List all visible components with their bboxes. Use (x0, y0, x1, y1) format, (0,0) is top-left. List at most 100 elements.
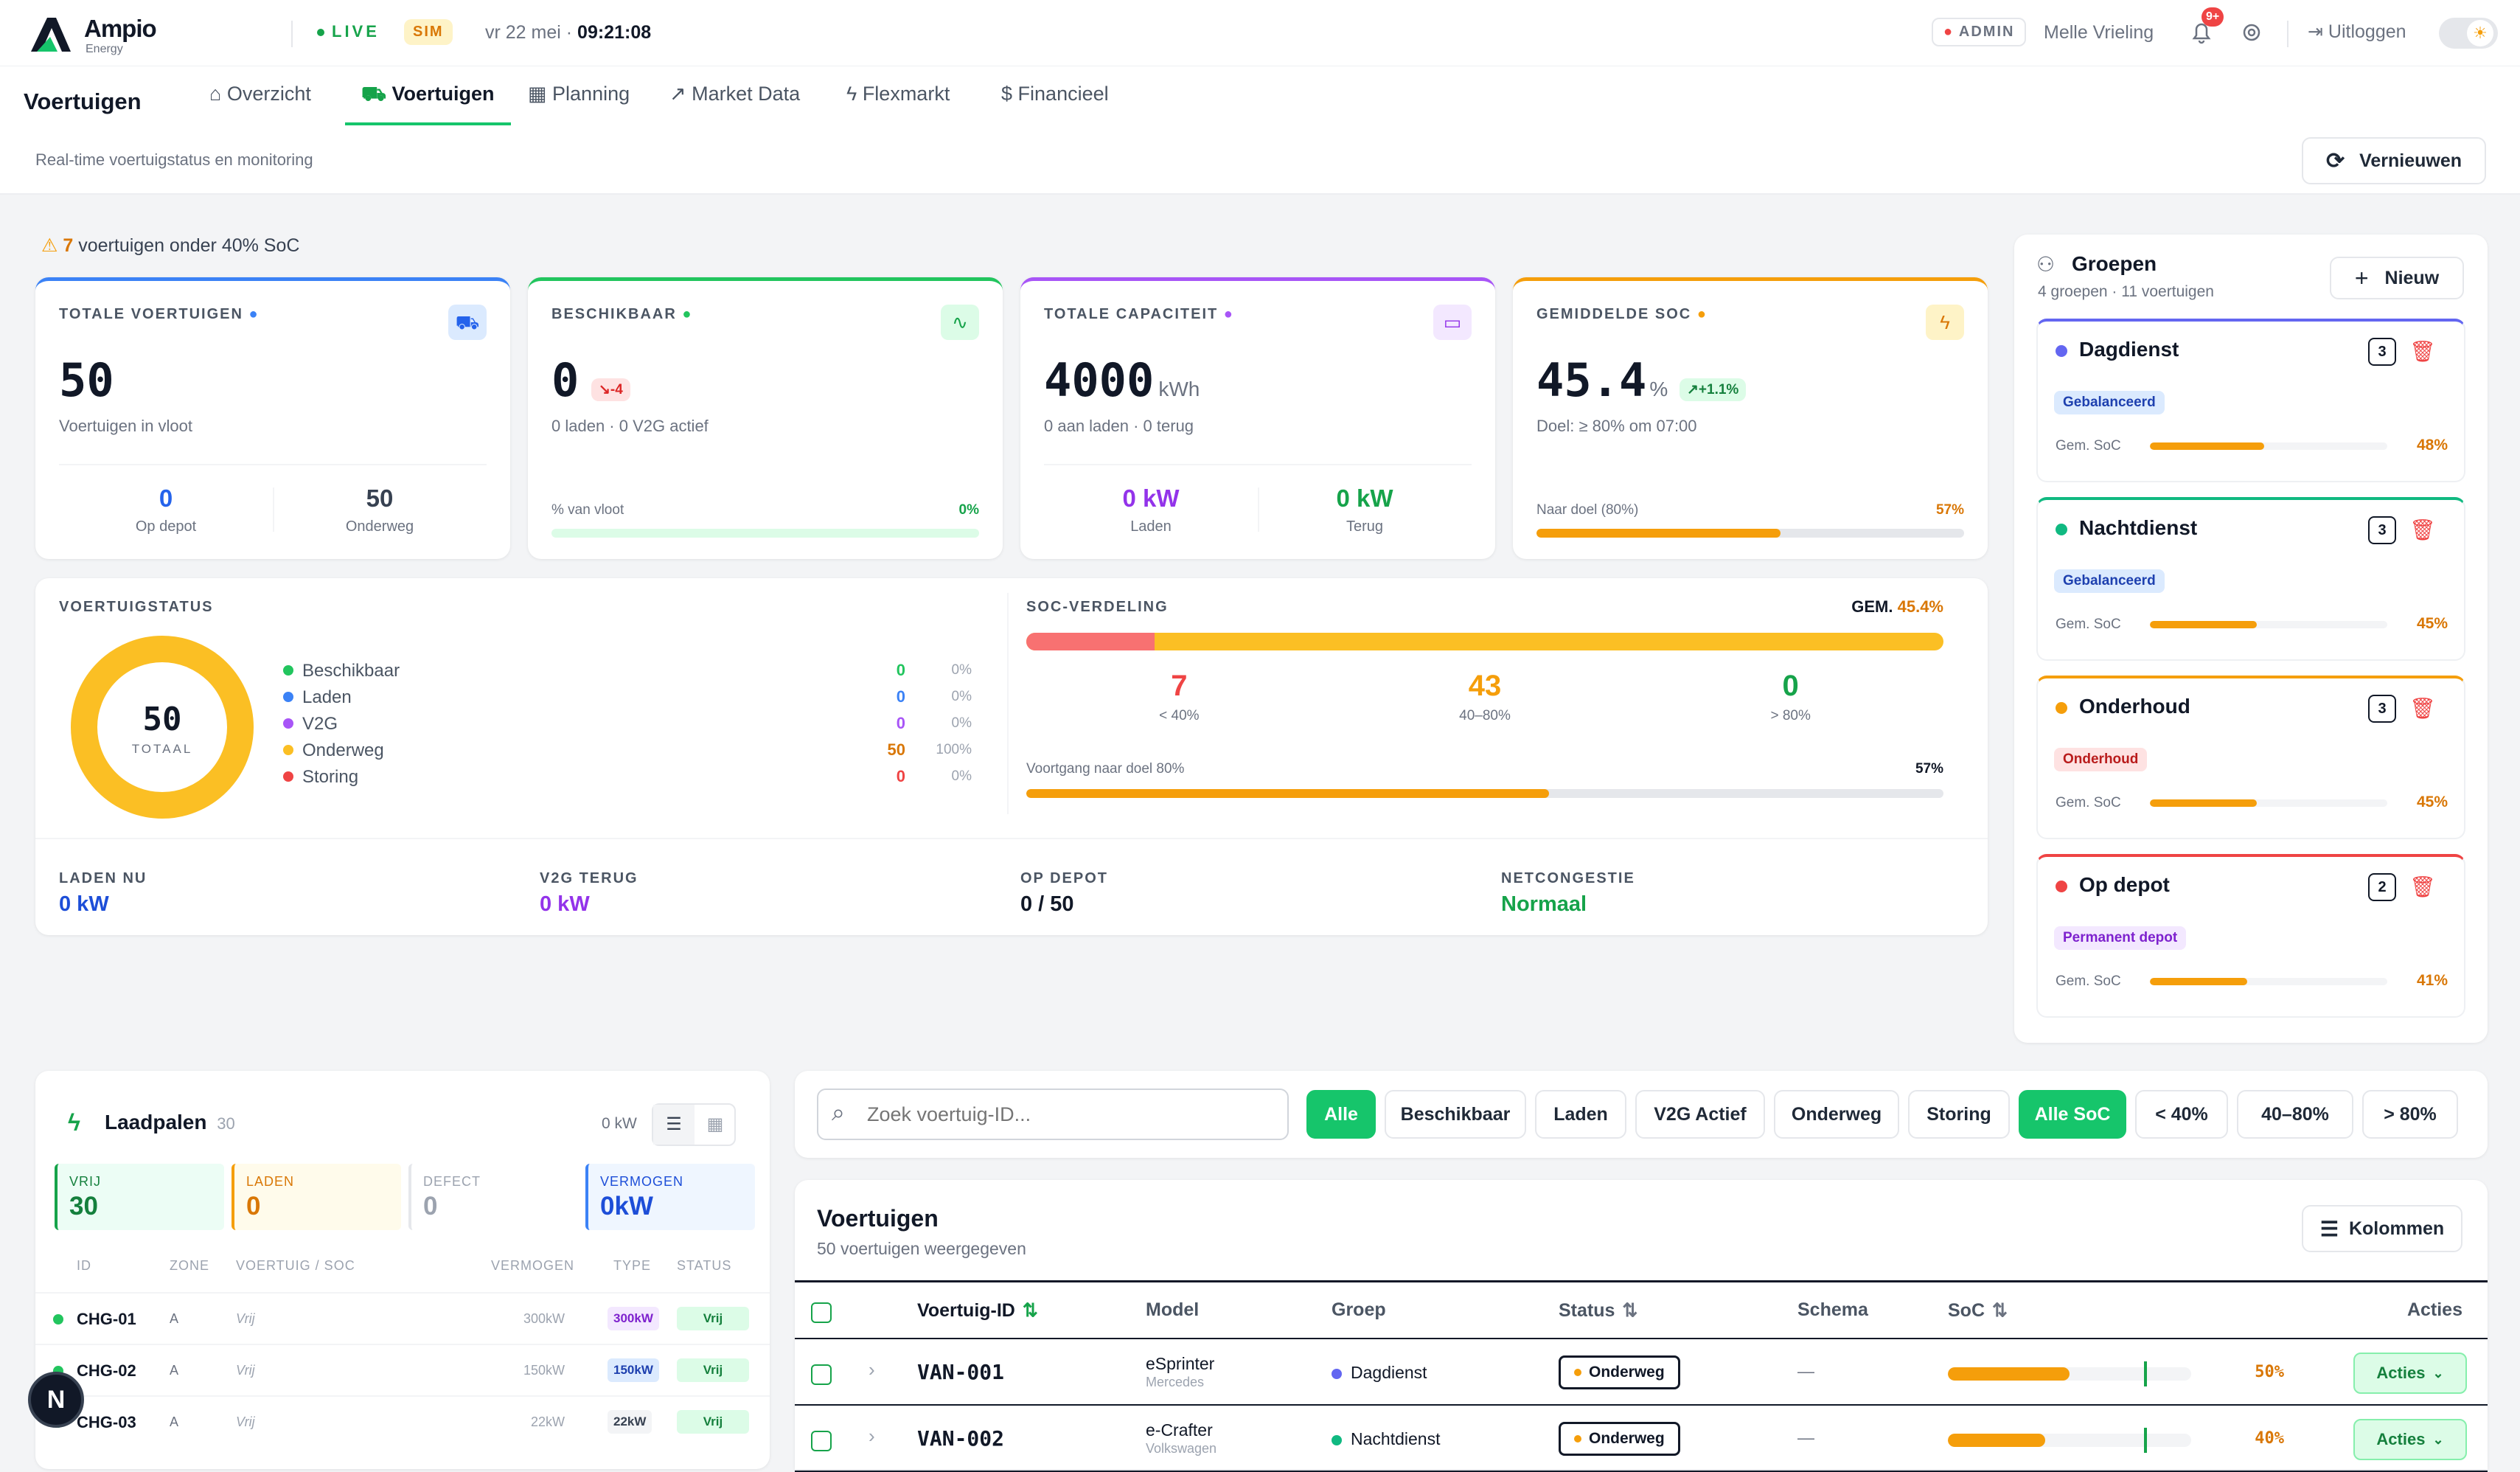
vehicle-col-header: Groep (1332, 1299, 1386, 1320)
sort-icon[interactable]: ⇅ (1622, 1300, 1638, 1321)
tab-financieel[interactable]: $ Financieel (1001, 83, 1109, 105)
vehicle-row[interactable]: › VAN-002 e-Crafter Volkswagen Nachtdienst On… (795, 1406, 2488, 1472)
search-icon: ⌕ (832, 1099, 845, 1125)
group-card[interactable]: Dagdienst 3 🗑 Gebalanceerd Gem. SoC 48% (2036, 319, 2465, 482)
actions-button[interactable]: Acties ⌄ (2353, 1419, 2467, 1460)
vehicle-brand: Mercedes (1146, 1375, 1205, 1389)
list-view-icon[interactable]: ☰ (653, 1105, 695, 1145)
vehicle-col-header[interactable]: SoC ⇅ (1948, 1300, 2008, 1321)
legend-dot (283, 665, 293, 676)
charger-col-header: VERMOGEN (491, 1258, 575, 1273)
return-label: Terug (1346, 518, 1384, 535)
row-checkbox[interactable] (811, 1431, 832, 1451)
group-card[interactable]: Op depot 2 🗑 Permanent depot Gem. SoC 41% (2036, 854, 2465, 1018)
vehicle-row[interactable]: › VAN-001 eSprinter Mercedes Dagdienst Onderw… (795, 1339, 2488, 1406)
legend-count: 0 (896, 687, 905, 706)
stat-label: V2G TERUG (540, 870, 638, 886)
kpi-sub: 0 aan laden · 0 terug (1044, 417, 1194, 435)
legend-label: V2G (302, 714, 338, 734)
soc-filter-button[interactable]: 40–80% (2237, 1090, 2353, 1139)
legend-label: Storing (302, 767, 359, 787)
tab-planning[interactable]: ▦ Planning (528, 83, 630, 105)
columns-button[interactable]: ☰ Kolommen (2302, 1205, 2462, 1252)
trash-icon[interactable]: 🗑 (2409, 875, 2436, 898)
soc-target-progress-bar (1536, 529, 1964, 538)
tab-flexmarkt[interactable]: ϟ Flexmarkt (846, 83, 950, 105)
grid-view-icon[interactable]: ▦ (706, 1114, 724, 1134)
status-filter-button[interactable]: V2G Actief (1635, 1090, 1765, 1139)
vehicle-col-header[interactable]: Status ⇅ (1559, 1300, 1638, 1321)
group-dot (2056, 881, 2067, 892)
charger-vehicle: Vrij (236, 1311, 255, 1326)
charger-status: Vrij (677, 1410, 749, 1434)
assistant-button[interactable]: N (28, 1372, 84, 1428)
tile-value: 30 (69, 1192, 98, 1221)
group-tag: Gebalanceerd (2054, 569, 2165, 593)
trash-icon[interactable]: 🗑 (2409, 697, 2436, 720)
vehicles-title: Voertuigen (817, 1205, 939, 1232)
legend-dot (283, 718, 293, 729)
stat-value: 0 kW (540, 892, 590, 916)
status-filter-button[interactable]: Laden (1535, 1090, 1626, 1139)
kpi-delta: ↗+1.1% (1680, 378, 1747, 401)
kpi-sub: Voertuigen in vloot (59, 417, 193, 435)
refresh-button[interactable]: ⟳ Vernieuwen (2302, 137, 2486, 184)
row-checkbox[interactable] (811, 1364, 832, 1385)
soc-filter-button[interactable]: < 40% (2135, 1090, 2228, 1139)
status-filter-button[interactable]: Beschikbaar (1385, 1090, 1526, 1139)
chargers-panel: ϟ Laadpalen 30 0 kW ☰ ▦ VRIJ 30 LADEN 0 DEFE… (35, 1071, 770, 1469)
refresh-icon: ⟳ (2325, 148, 2345, 173)
charger-row[interactable]: CHG-03 A Vrij 22kW 22kW Vrij (35, 1395, 770, 1447)
gear-icon[interactable] (2237, 18, 2266, 47)
theme-toggle[interactable]: ☀ (2439, 18, 2498, 49)
vehicle-id: VAN-002 (917, 1426, 1005, 1451)
tile-label: LADEN (246, 1174, 295, 1189)
trash-icon[interactable]: 🗑 (2409, 340, 2436, 363)
charger-col-header: STATUS (677, 1258, 732, 1273)
sort-icon[interactable]: ⇅ (1992, 1300, 2008, 1321)
soc-target-marker (2144, 1428, 2147, 1453)
tab-voertuigen[interactable]: ⛟ Voertuigen (345, 66, 511, 125)
charger-tile: LADEN 0 (232, 1164, 401, 1230)
user-name[interactable]: Melle Vrieling (2044, 22, 2154, 43)
soc-filter-button[interactable]: Alle SoC (2019, 1090, 2126, 1139)
group-card[interactable]: Onderhoud 3 🗑 Onderhoud Gem. SoC 45% (2036, 676, 2465, 839)
soc-target-marker (2144, 1361, 2147, 1386)
brand-logo-icon[interactable] (28, 15, 74, 53)
status-donut: 50 TOTAAL (69, 634, 255, 820)
vehicle-col-header[interactable]: Voertuig-ID ⇅ (917, 1300, 1038, 1321)
soc-bucket-value: 43 (1468, 670, 1502, 702)
group-soc-value: 48% (2416, 437, 2448, 454)
group-card[interactable]: Nachtdienst 3 🗑 Gebalanceerd Gem. SoC 45% (2036, 497, 2465, 661)
select-all-checkbox[interactable] (811, 1302, 832, 1323)
chevron-right-icon[interactable]: › (869, 1358, 875, 1381)
tile-value: 0 (423, 1192, 438, 1221)
status-filter-button[interactable]: Storing (1908, 1090, 2010, 1139)
vehicle-soc-fill (1948, 1434, 2045, 1447)
trash-icon[interactable]: 🗑 (2409, 518, 2436, 541)
soc-filter-button[interactable]: > 80% (2362, 1090, 2458, 1139)
actions-button[interactable]: Acties ⌄ (2353, 1353, 2467, 1394)
logout-button[interactable]: ⇥ Uitloggen (2308, 21, 2406, 42)
truck-icon: ⛟ (448, 305, 487, 340)
new-group-button[interactable]: + Nieuw (2330, 257, 2464, 299)
status-filter-button[interactable]: Onderweg (1774, 1090, 1899, 1139)
charger-col-header: TYPE (613, 1258, 652, 1273)
vehicle-model: e-Crafter (1146, 1420, 1213, 1440)
chevron-right-icon[interactable]: › (869, 1425, 875, 1447)
sort-icon[interactable]: ⇅ (1022, 1300, 1038, 1321)
legend-dot (283, 771, 293, 782)
soc-progress-label: Voortgang naar doel 80% (1026, 761, 1185, 777)
group-count: 2 (2368, 873, 2396, 901)
search-field[interactable]: ⌕ (817, 1089, 1289, 1140)
group-dot (2056, 524, 2067, 535)
tab-overzicht[interactable]: ⌂ Overzicht (209, 83, 311, 105)
vehicle-model: eSprinter (1146, 1354, 1215, 1373)
charger-row[interactable]: CHG-01 A Vrij 300kW 300kW Vrij (35, 1292, 770, 1344)
bell-icon[interactable]: 9+ (2187, 7, 2224, 47)
search-input[interactable] (867, 1099, 1280, 1130)
charger-row[interactable]: CHG-02 A Vrij 150kW 150kW Vrij (35, 1344, 770, 1395)
legend-pct: 0% (951, 662, 972, 678)
status-filter-button[interactable]: Alle (1306, 1090, 1376, 1139)
tab-market-data[interactable]: ↗ Market Data (669, 83, 801, 105)
